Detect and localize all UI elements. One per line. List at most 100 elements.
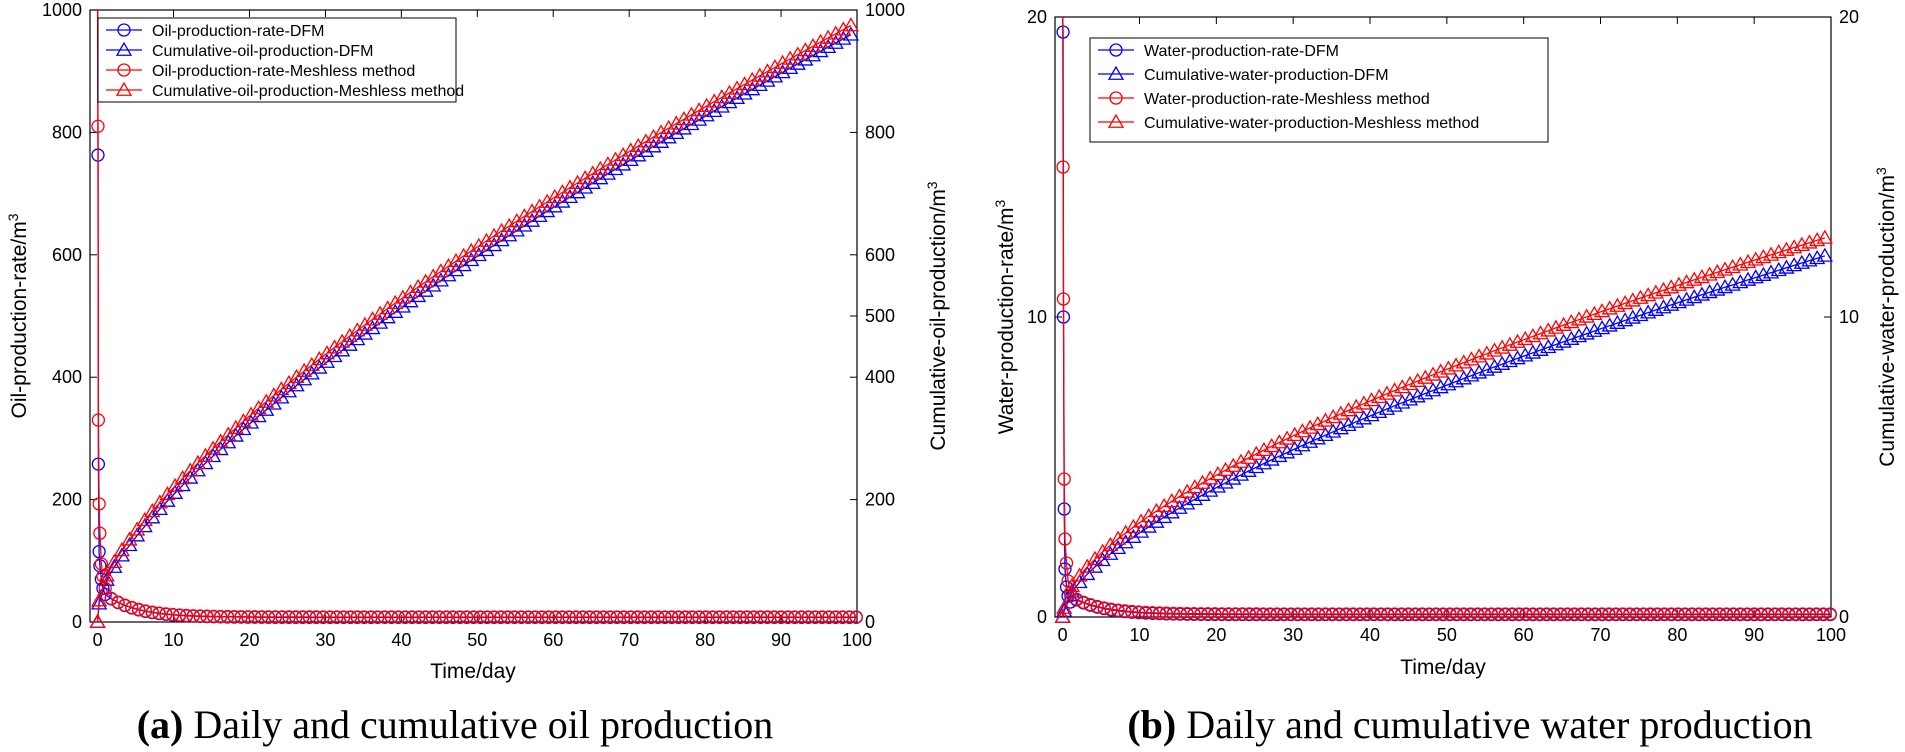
right-y-axis-label: Cumulative-water-production/m3 — [1873, 167, 1899, 467]
triangle-marker — [721, 94, 738, 109]
triangle-marker — [1601, 300, 1618, 315]
triangle-marker — [1409, 372, 1426, 387]
circle-marker — [507, 610, 522, 624]
circle-marker — [186, 609, 200, 623]
circle-marker — [131, 602, 146, 617]
left-y-tick-label: 600 — [52, 245, 82, 265]
circle-marker — [1056, 292, 1071, 306]
triangle-marker — [789, 55, 806, 70]
circle-marker — [419, 610, 433, 624]
circle-marker — [295, 610, 310, 624]
triangle-marker — [645, 138, 662, 153]
triangle-marker — [804, 37, 822, 53]
circle-marker — [282, 610, 296, 624]
right-y-axis-ticks: 0 200 400 500 600 800 1000 — [850, 0, 905, 632]
triangle-marker — [1486, 342, 1503, 357]
circle-marker — [849, 610, 863, 624]
circle-marker — [1560, 607, 1575, 621]
circle-marker — [323, 610, 337, 624]
triangle-marker — [1394, 394, 1411, 409]
triangle-marker — [440, 258, 457, 273]
left-y-tick-label: 20 — [1027, 7, 1047, 27]
circle-marker — [118, 598, 132, 612]
triangle-marker — [470, 237, 487, 252]
circle-marker — [1657, 607, 1671, 621]
circle-marker — [1235, 607, 1250, 621]
circle-marker — [583, 610, 597, 624]
triangle-marker — [842, 26, 860, 41]
circle-marker — [412, 610, 426, 624]
series-line — [1062, 16, 1831, 615]
circle-marker — [542, 610, 556, 624]
circle-marker — [138, 604, 153, 618]
triangle-marker — [1325, 423, 1342, 438]
circle-marker — [548, 610, 563, 624]
triangle-marker — [835, 30, 852, 45]
triangle-marker — [1670, 294, 1687, 309]
circle-marker — [1387, 607, 1402, 621]
circle-marker — [835, 610, 850, 624]
triangle-marker — [637, 133, 655, 148]
circle-marker — [753, 610, 768, 624]
circle-marker — [1118, 604, 1132, 618]
circle-marker — [330, 610, 344, 624]
series-line — [1062, 255, 1826, 618]
circle-marker — [1284, 607, 1298, 621]
circle-marker — [364, 610, 378, 624]
triangle-marker — [713, 89, 730, 104]
triangle-marker — [1056, 602, 1073, 617]
circle-marker — [439, 610, 453, 624]
triangle-marker — [584, 174, 601, 189]
circle-marker — [391, 610, 405, 624]
triangle-marker — [1532, 341, 1549, 356]
circle-marker — [1692, 607, 1706, 621]
triangle-marker — [1586, 305, 1603, 320]
triangle-marker — [1125, 528, 1142, 543]
circle-marker — [747, 610, 761, 624]
x-axis-label: Time/day — [1400, 656, 1486, 679]
triangle-marker — [1417, 385, 1434, 400]
triangle-marker — [151, 494, 168, 509]
triangle-marker — [493, 222, 510, 238]
triangle-marker — [1417, 369, 1434, 384]
circle-marker — [1394, 607, 1409, 621]
triangle-marker — [1263, 451, 1280, 466]
circle-marker — [685, 610, 699, 624]
circle-marker — [1311, 607, 1326, 621]
circle-marker — [152, 606, 166, 620]
circle-marker — [1464, 607, 1478, 621]
circle-marker — [1540, 607, 1554, 621]
circle-marker — [801, 610, 816, 624]
triangle-marker — [1470, 348, 1488, 363]
circle-marker — [1678, 607, 1692, 621]
x-tick-label: 40 — [391, 630, 411, 650]
triangle-marker — [1248, 445, 1265, 460]
circle-marker — [1304, 607, 1319, 621]
triangle-marker — [1363, 392, 1380, 407]
triangle-marker — [1670, 276, 1687, 291]
circle-marker — [1699, 607, 1713, 621]
circle-marker — [1643, 607, 1658, 621]
triangle-marker — [1240, 462, 1257, 477]
circle-marker — [92, 497, 106, 511]
legend-label: Water-production-rate-DFM — [1144, 43, 1339, 60]
triangle-marker — [789, 46, 806, 61]
triangle-marker — [782, 50, 799, 65]
triangle-marker — [637, 142, 655, 157]
circle-marker — [432, 610, 446, 624]
triangle-marker — [1240, 449, 1257, 464]
circle-marker — [93, 526, 107, 540]
triangle-marker — [539, 203, 556, 218]
circle-marker — [596, 610, 611, 624]
triangle-marker — [394, 298, 411, 313]
circle-marker — [275, 610, 289, 624]
triangle-marker — [113, 542, 131, 557]
circle-marker — [781, 610, 795, 624]
circle-marker — [1408, 607, 1422, 621]
triangle-marker — [759, 63, 776, 78]
circle-marker — [658, 610, 672, 624]
triangle-marker — [508, 212, 525, 228]
triangle-marker — [1186, 490, 1203, 506]
x-tick-label: 40 — [1360, 625, 1380, 645]
triangle-marker — [1294, 437, 1311, 452]
